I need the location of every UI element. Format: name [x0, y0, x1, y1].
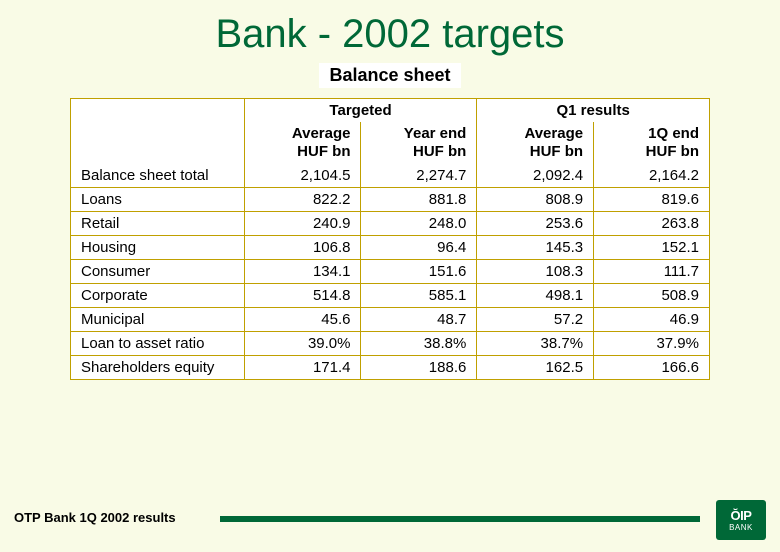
- cell: 819.6: [594, 188, 710, 212]
- cell: 162.5: [477, 356, 594, 380]
- row-label: Loan to asset ratio: [71, 332, 245, 356]
- cell: 111.7: [594, 260, 710, 284]
- table-row: Consumer134.1151.6108.3111.7: [71, 260, 710, 284]
- cell: 39.0%: [244, 332, 361, 356]
- cell: 2,092.4: [477, 164, 594, 188]
- row-label: Corporate: [71, 284, 245, 308]
- row-label: Shareholders equity: [71, 356, 245, 380]
- balance-sheet-table-wrap: Targeted Q1 results AverageHUF bn Year e…: [70, 98, 710, 380]
- cell: 57.2: [477, 308, 594, 332]
- page-title: Bank - 2002 targets: [0, 12, 780, 57]
- cell: 240.9: [244, 212, 361, 236]
- cell: 151.6: [361, 260, 477, 284]
- footer: OTP Bank 1Q 2002 results ŎIP BANK: [0, 502, 780, 538]
- otp-logo: ŎIP BANK: [716, 500, 766, 540]
- cell: 253.6: [477, 212, 594, 236]
- cell: 585.1: [361, 284, 477, 308]
- subtitle-wrap: Balance sheet: [0, 63, 780, 88]
- cell: 134.1: [244, 260, 361, 284]
- cell: 822.2: [244, 188, 361, 212]
- sub-header-1qend: 1Q endHUF bn: [594, 122, 710, 164]
- row-label: Housing: [71, 236, 245, 260]
- row-label: Balance sheet total: [71, 164, 245, 188]
- sub-header-avg-q1: AverageHUF bn: [477, 122, 594, 164]
- cell: 514.8: [244, 284, 361, 308]
- balance-sheet-table: Targeted Q1 results AverageHUF bn Year e…: [70, 98, 710, 380]
- table-row: Balance sheet total 2,104.5 2,274.7 2,09…: [71, 164, 710, 188]
- cell: 48.7: [361, 308, 477, 332]
- row-label: Municipal: [71, 308, 245, 332]
- row-label: Consumer: [71, 260, 245, 284]
- table-row: Housing106.896.4145.3152.1: [71, 236, 710, 260]
- cell: 46.9: [594, 308, 710, 332]
- cell: 2,104.5: [244, 164, 361, 188]
- cell: 108.3: [477, 260, 594, 284]
- cell: 248.0: [361, 212, 477, 236]
- sub-header-yearend-target: Year endHUF bn: [361, 122, 477, 164]
- table-row: Corporate514.8585.1498.1508.9: [71, 284, 710, 308]
- logo-top-text: ŎIP: [731, 509, 752, 522]
- cell: 808.9: [477, 188, 594, 212]
- cell: 145.3: [477, 236, 594, 260]
- row-label: Retail: [71, 212, 245, 236]
- table-row: Municipal45.648.757.246.9: [71, 308, 710, 332]
- cell: 2,274.7: [361, 164, 477, 188]
- cell: 38.7%: [477, 332, 594, 356]
- footer-text: OTP Bank 1Q 2002 results: [14, 510, 176, 525]
- logo-bottom-text: BANK: [729, 524, 753, 532]
- cell: 96.4: [361, 236, 477, 260]
- cell: 45.6: [244, 308, 361, 332]
- cell: 2,164.2: [594, 164, 710, 188]
- group-header-q1results: Q1 results: [477, 99, 710, 123]
- cell: 171.4: [244, 356, 361, 380]
- table-row: Loans822.2881.8808.9819.6: [71, 188, 710, 212]
- cell: 106.8: [244, 236, 361, 260]
- cell: 498.1: [477, 284, 594, 308]
- header-corner: [71, 99, 245, 165]
- sub-header-avg-target: AverageHUF bn: [244, 122, 361, 164]
- page-subtitle: Balance sheet: [319, 63, 460, 88]
- cell: 263.8: [594, 212, 710, 236]
- table-header-groups: Targeted Q1 results: [71, 99, 710, 123]
- cell: 166.6: [594, 356, 710, 380]
- table-row: Loan to asset ratio39.0%38.8%38.7%37.9%: [71, 332, 710, 356]
- table-row: Shareholders equity171.4188.6162.5166.6: [71, 356, 710, 380]
- cell: 188.6: [361, 356, 477, 380]
- cell: 37.9%: [594, 332, 710, 356]
- cell: 508.9: [594, 284, 710, 308]
- row-label: Loans: [71, 188, 245, 212]
- footer-bar: [220, 516, 700, 522]
- table-row: Retail240.9248.0253.6263.8: [71, 212, 710, 236]
- cell: 881.8: [361, 188, 477, 212]
- cell: 152.1: [594, 236, 710, 260]
- cell: 38.8%: [361, 332, 477, 356]
- group-header-targeted: Targeted: [244, 99, 477, 123]
